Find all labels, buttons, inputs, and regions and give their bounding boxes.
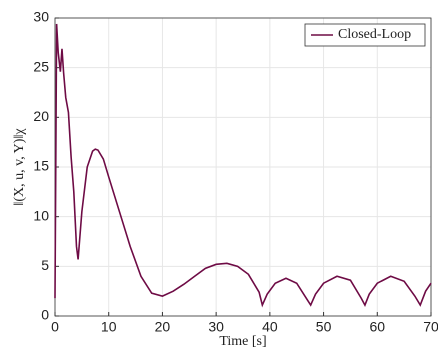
x-tick-label: 30 [208, 319, 224, 335]
line-series [54, 23, 432, 308]
x-tick-label: 0 [51, 319, 59, 335]
y-tick-label: 10 [33, 207, 49, 223]
y-tick-label: 5 [41, 257, 49, 273]
x-axis-label: Time [s] [219, 334, 266, 349]
x-tick-label: 50 [316, 319, 332, 335]
x-tick-label: 10 [101, 319, 117, 335]
legend-box [304, 23, 426, 47]
y-axis-label: ‖(X, u, v, Y)‖χ [12, 128, 27, 206]
y-tick-label: 30 [33, 9, 49, 25]
legend-label: Closed-Loop [338, 27, 411, 42]
x-tick-label: 40 [262, 319, 278, 335]
y-tick-label: 0 [41, 307, 49, 323]
y-tick-label: 20 [33, 108, 49, 124]
y-tick-label: 15 [33, 158, 49, 174]
y-tick-label: 25 [33, 58, 49, 74]
x-tick-label: 20 [155, 319, 171, 335]
x-tick-label: 60 [369, 319, 385, 335]
x-tick-label: 70 [423, 319, 438, 335]
